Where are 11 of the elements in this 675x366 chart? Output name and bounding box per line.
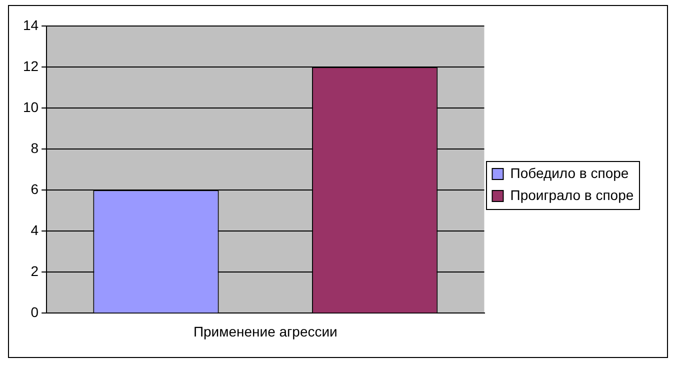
y-tick-label: 6: [30, 180, 39, 197]
legend-label: Проиграло в споре: [510, 186, 634, 203]
x-tick-label: Применение агрессии: [193, 323, 338, 340]
y-tick-label: 8: [30, 140, 39, 156]
y-tick-label: 10: [22, 98, 39, 115]
y-tick-label: 0: [30, 304, 39, 320]
y-tick-label: 2: [30, 263, 39, 280]
y-tick-label: 12: [22, 58, 39, 74]
legend-label: Победило в споре: [510, 164, 629, 181]
y-tick-label: 14: [22, 16, 39, 33]
y-tick-label: 4: [30, 222, 39, 238]
